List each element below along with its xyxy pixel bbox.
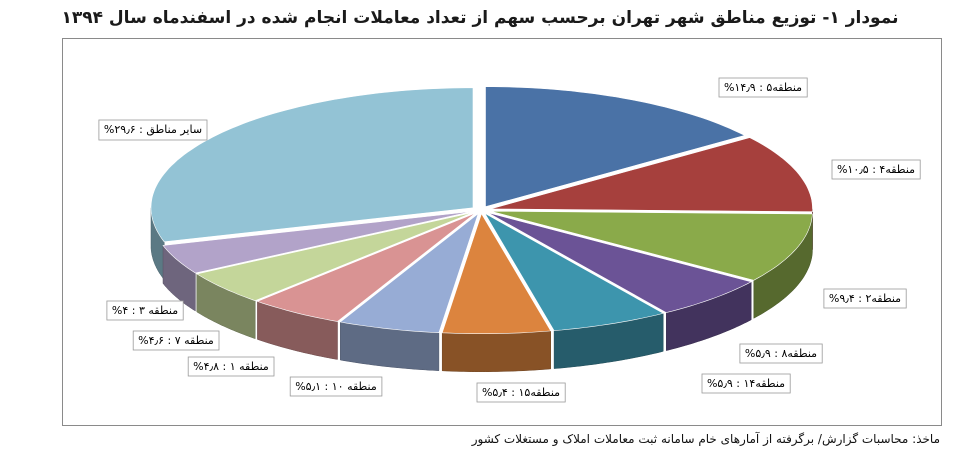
data-label-text-9: منطقه ۳ : ۴% (112, 304, 178, 317)
data-label-10: سایر مناطق : ۲۹٫۶% (98, 119, 208, 141)
data-label-text-7: منطقه ۱ : ۴٫۸% (193, 360, 269, 373)
data-label-3: منطقه۸ : ۵٫۹% (739, 343, 823, 364)
data-label-9: منطقه ۳ : ۴% (106, 300, 184, 321)
pie-slice-2 (490, 210, 813, 281)
chart-frame: منطقه۵ : ۱۴٫۹% منطقه۴ : ۱۰٫۵% منطقه۲ : ۹٫۴… (62, 38, 942, 426)
pie-slice-9 (162, 211, 472, 274)
data-label-6: منطقه ۱۰ : ۵٫۱% (289, 376, 383, 397)
data-label-box-2 (823, 288, 907, 309)
data-label-0: منطقه۵ : ۱۴٫۹% (718, 77, 808, 98)
data-label-box-10 (98, 119, 208, 141)
data-label-layer: منطقه۵ : ۱۴٫۹% منطقه۴ : ۱۰٫۵% منطقه۲ : ۹٫۴… (98, 77, 921, 403)
pie-side-layer (150, 207, 813, 372)
pie-slice-6 (339, 212, 479, 334)
data-label-box-1 (831, 159, 921, 180)
data-label-text-5: منطقه۱۵ : ۵٫۴% (482, 386, 560, 399)
data-label-box-8 (132, 330, 220, 351)
data-label-2: منطقه۲ : ۹٫۴% (823, 288, 907, 309)
data-label-text-10: سایر مناطق : ۲۹٫۶% (104, 123, 202, 137)
data-label-text-8: منطقه ۷ : ۴٫۶% (138, 334, 214, 347)
data-label-text-0: منطقه۵ : ۱۴٫۹% (724, 81, 802, 94)
data-label-4: منطقه۱۴ : ۵٫۹% (701, 373, 791, 394)
pie-slice-4 (484, 212, 664, 331)
data-label-box-4 (701, 373, 791, 394)
pie-slice-5 (441, 212, 552, 334)
pie-slice-3 (487, 212, 753, 313)
data-label-text-2: منطقه۲ : ۹٫۴% (829, 292, 901, 305)
chart-title: نمودار ۱- توزیع مناطق شهر تهران برحسب سه… (61, 8, 899, 28)
pie-slice-0 (485, 86, 746, 208)
data-label-1: منطقه۴ : ۱۰٫۵% (831, 159, 921, 180)
pie-slice-7 (256, 212, 476, 322)
source-note: ماخذ: محاسبات گزارش/ برگرفته از آمارهای … (471, 432, 940, 446)
pie-slice-8 (196, 212, 474, 302)
data-label-7: منطقه ۱ : ۴٫۸% (187, 356, 275, 377)
data-label-text-6: منطقه ۱۰ : ۵٫۱% (295, 380, 377, 393)
data-label-text-1: منطقه۴ : ۱۰٫۵% (837, 163, 915, 176)
data-label-8: منطقه ۷ : ۴٫۶% (132, 330, 220, 351)
data-label-text-3: منطقه۸ : ۵٫۹% (745, 347, 817, 360)
data-label-box-9 (106, 300, 184, 321)
data-label-box-0 (718, 77, 808, 98)
data-label-5: منطقه۱۵ : ۵٫۴% (476, 382, 566, 403)
pie-top-layer (150, 86, 813, 334)
data-label-box-6 (289, 376, 383, 397)
data-label-box-5 (476, 382, 566, 403)
data-label-text-4: منطقه۱۴ : ۵٫۹% (707, 377, 785, 390)
data-label-box-3 (739, 343, 823, 364)
data-label-box-7 (187, 356, 275, 377)
pie-slice-side-5 (441, 330, 551, 372)
pie-slice-10 (150, 87, 474, 243)
pie-chart: منطقه۵ : ۱۴٫۹% منطقه۴ : ۱۰٫۵% منطقه۲ : ۹٫۴… (98, 77, 921, 403)
pie-slice-1 (490, 137, 813, 213)
